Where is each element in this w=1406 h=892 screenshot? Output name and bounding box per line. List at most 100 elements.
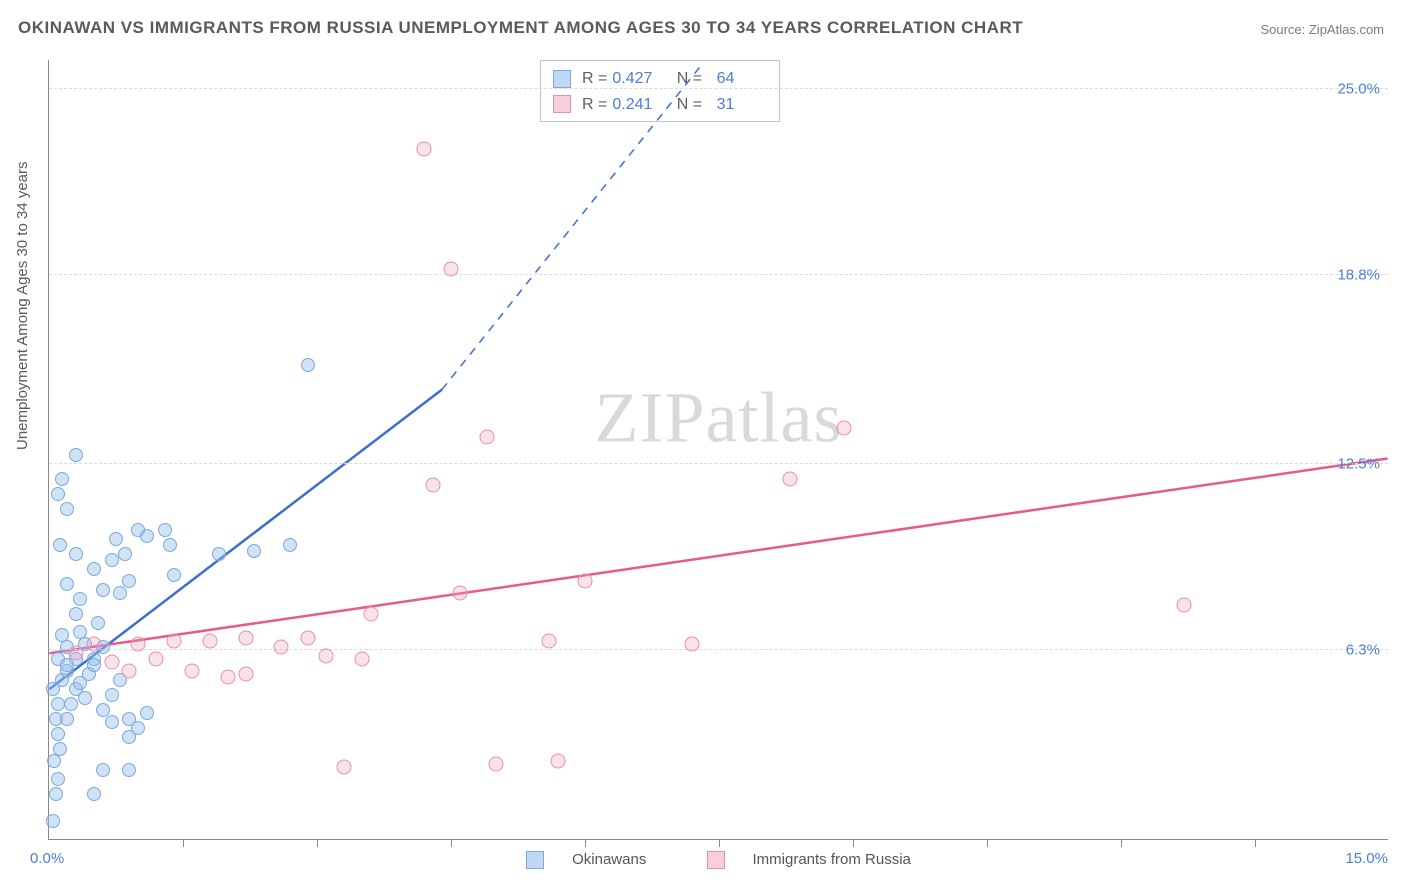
data-point: [51, 772, 65, 786]
data-point: [69, 448, 83, 462]
data-point: [542, 634, 557, 649]
data-point: [131, 721, 145, 735]
source-attribution: Source: ZipAtlas.com: [1260, 22, 1384, 37]
data-point: [60, 658, 74, 672]
stats-box: R = 0.427 N = 64 R = 0.241 N = 31: [540, 60, 780, 122]
data-point: [220, 670, 235, 685]
watermark: ZIPatlas: [595, 377, 843, 460]
data-point: [212, 547, 226, 561]
x-tick: [451, 839, 452, 847]
data-point: [96, 763, 110, 777]
gridline: [49, 88, 1388, 89]
data-point: [49, 787, 63, 801]
data-point: [578, 574, 593, 589]
x-max-label: 15.0%: [1345, 850, 1388, 867]
data-point: [336, 760, 351, 775]
data-point: [202, 634, 217, 649]
swatch-pink-icon: [707, 851, 725, 869]
data-point: [47, 754, 61, 768]
data-point: [51, 697, 65, 711]
data-point: [60, 502, 74, 516]
data-point: [149, 652, 164, 667]
data-point: [140, 529, 154, 543]
data-point: [69, 547, 83, 561]
x-tick: [853, 839, 854, 847]
data-point: [60, 577, 74, 591]
y-axis-label: Unemployment Among Ages 30 to 34 years: [14, 161, 31, 450]
data-point: [479, 430, 494, 445]
data-point: [55, 472, 69, 486]
y-tick-label: 12.5%: [1337, 456, 1380, 473]
data-point: [87, 658, 101, 672]
x-tick: [1255, 839, 1256, 847]
plot-area: ZIPatlas R = 0.427 N = 64 R = 0.241 N = …: [48, 60, 1388, 840]
data-point: [301, 358, 315, 372]
gridline: [49, 463, 1388, 464]
trend-lines: [49, 60, 1388, 839]
swatch-pink-icon: [553, 95, 571, 113]
data-point: [158, 523, 172, 537]
data-point: [69, 607, 83, 621]
data-point: [167, 568, 181, 582]
data-point: [184, 664, 199, 679]
data-point: [363, 607, 378, 622]
data-point: [685, 637, 700, 652]
data-point: [105, 553, 119, 567]
data-point: [274, 640, 289, 655]
data-point: [96, 583, 110, 597]
data-point: [318, 649, 333, 664]
swatch-blue-icon: [553, 70, 571, 88]
data-point: [73, 592, 87, 606]
x-tick: [183, 839, 184, 847]
data-point: [105, 688, 119, 702]
y-tick-label: 25.0%: [1337, 81, 1380, 98]
data-point: [122, 574, 136, 588]
gridline: [49, 649, 1388, 650]
data-point: [86, 637, 101, 652]
data-point: [64, 697, 78, 711]
data-point: [488, 757, 503, 772]
data-point: [163, 538, 177, 552]
x-tick: [719, 839, 720, 847]
data-point: [354, 652, 369, 667]
data-point: [68, 646, 83, 661]
data-point: [122, 664, 137, 679]
data-point: [417, 142, 432, 157]
data-point: [60, 712, 74, 726]
stats-row-2: R = 0.241 N = 31: [553, 92, 767, 118]
data-point: [104, 655, 119, 670]
data-point: [551, 754, 566, 769]
data-point: [55, 628, 69, 642]
data-point: [283, 538, 297, 552]
y-tick-label: 6.3%: [1346, 642, 1380, 659]
data-point: [1176, 598, 1191, 613]
data-point: [247, 544, 261, 558]
data-point: [87, 787, 101, 801]
x-tick: [317, 839, 318, 847]
chart-title: OKINAWAN VS IMMIGRANTS FROM RUSSIA UNEMP…: [18, 18, 1023, 38]
data-point: [87, 562, 101, 576]
legend-item-2: Immigrants from Russia: [693, 851, 925, 868]
data-point: [51, 727, 65, 741]
data-point: [238, 631, 253, 646]
data-point: [131, 637, 146, 652]
data-point: [46, 814, 60, 828]
data-point: [91, 616, 105, 630]
data-point: [73, 625, 87, 639]
data-point: [122, 763, 136, 777]
data-point: [140, 706, 154, 720]
data-point: [105, 715, 119, 729]
x-tick: [987, 839, 988, 847]
data-point: [238, 667, 253, 682]
x-origin-label: 0.0%: [30, 850, 64, 867]
data-point: [301, 631, 316, 646]
data-point: [167, 634, 182, 649]
data-point: [51, 487, 65, 501]
data-point: [118, 547, 132, 561]
data-point: [837, 421, 852, 436]
gridline: [49, 274, 1388, 275]
swatch-blue-icon: [526, 851, 544, 869]
data-point: [426, 478, 441, 493]
x-tick: [1121, 839, 1122, 847]
legend-item-1: Okinawans: [512, 851, 660, 868]
